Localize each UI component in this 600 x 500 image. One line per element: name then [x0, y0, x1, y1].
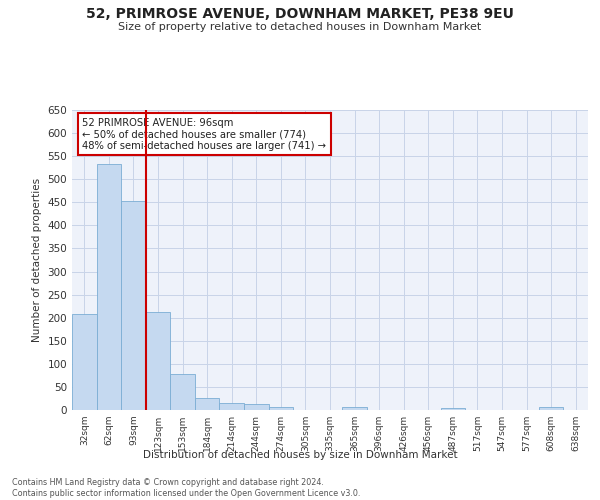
- Bar: [146, 312, 170, 410]
- Bar: [72, 314, 97, 410]
- Bar: [244, 404, 269, 410]
- Y-axis label: Number of detached properties: Number of detached properties: [32, 178, 42, 342]
- Text: Distribution of detached houses by size in Downham Market: Distribution of detached houses by size …: [143, 450, 457, 460]
- Bar: [342, 407, 367, 410]
- Text: 52, PRIMROSE AVENUE, DOWNHAM MARKET, PE38 9EU: 52, PRIMROSE AVENUE, DOWNHAM MARKET, PE3…: [86, 8, 514, 22]
- Text: 52 PRIMROSE AVENUE: 96sqm
← 50% of detached houses are smaller (774)
48% of semi: 52 PRIMROSE AVENUE: 96sqm ← 50% of detac…: [82, 118, 326, 150]
- Bar: [97, 164, 121, 410]
- Text: Size of property relative to detached houses in Downham Market: Size of property relative to detached ho…: [118, 22, 482, 32]
- Bar: [440, 408, 465, 410]
- Bar: [195, 398, 220, 410]
- Text: Contains HM Land Registry data © Crown copyright and database right 2024.
Contai: Contains HM Land Registry data © Crown c…: [12, 478, 361, 498]
- Bar: [269, 407, 293, 410]
- Bar: [220, 402, 244, 410]
- Bar: [539, 407, 563, 410]
- Bar: [121, 202, 146, 410]
- Bar: [170, 374, 195, 410]
